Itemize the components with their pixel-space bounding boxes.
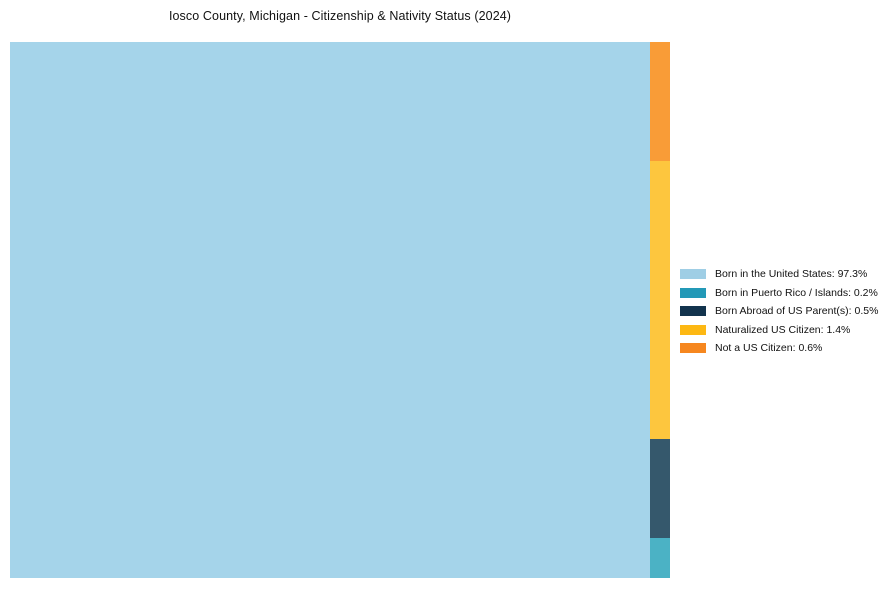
legend-swatch-icon xyxy=(680,343,706,354)
legend-swatch-icon xyxy=(680,324,706,335)
legend-item: Not a US Citizen: 0.6% xyxy=(680,339,878,358)
treemap-chart xyxy=(10,42,670,578)
legend-item: Born in Puerto Rico / Islands: 0.2% xyxy=(680,284,878,303)
treemap-minority-strip xyxy=(650,42,670,578)
legend-item: Born Abroad of US Parent(s): 0.5% xyxy=(680,302,878,321)
legend-label: Born in the United States: 97.3% xyxy=(715,268,868,281)
treemap-segment-born-abroad-of-us-parent-s xyxy=(650,439,670,539)
legend-item: Naturalized US Citizen: 1.4% xyxy=(680,321,878,340)
legend-swatch-icon xyxy=(680,287,706,298)
treemap-rect-born-in-us xyxy=(10,42,650,578)
legend: Born in the United States: 97.3% Born in … xyxy=(680,265,878,358)
legend-swatch-icon xyxy=(680,306,706,317)
legend-label: Naturalized US Citizen: 1.4% xyxy=(715,323,851,336)
treemap-segment-not-a-us-citizen xyxy=(650,42,670,162)
legend-label: Not a US Citizen: 0.6% xyxy=(715,342,823,355)
treemap-segment-naturalized-us-citizen xyxy=(650,161,670,440)
treemap-segment-born-in-puerto-rico-islands xyxy=(650,538,670,578)
legend-label: Born Abroad of US Parent(s): 0.5% xyxy=(715,305,879,318)
chart-title: Iosco County, Michigan - Citizenship & N… xyxy=(168,9,512,23)
legend-swatch-icon xyxy=(680,269,706,280)
legend-item: Born in the United States: 97.3% xyxy=(680,265,878,284)
legend-label: Born in Puerto Rico / Islands: 0.2% xyxy=(715,286,878,299)
